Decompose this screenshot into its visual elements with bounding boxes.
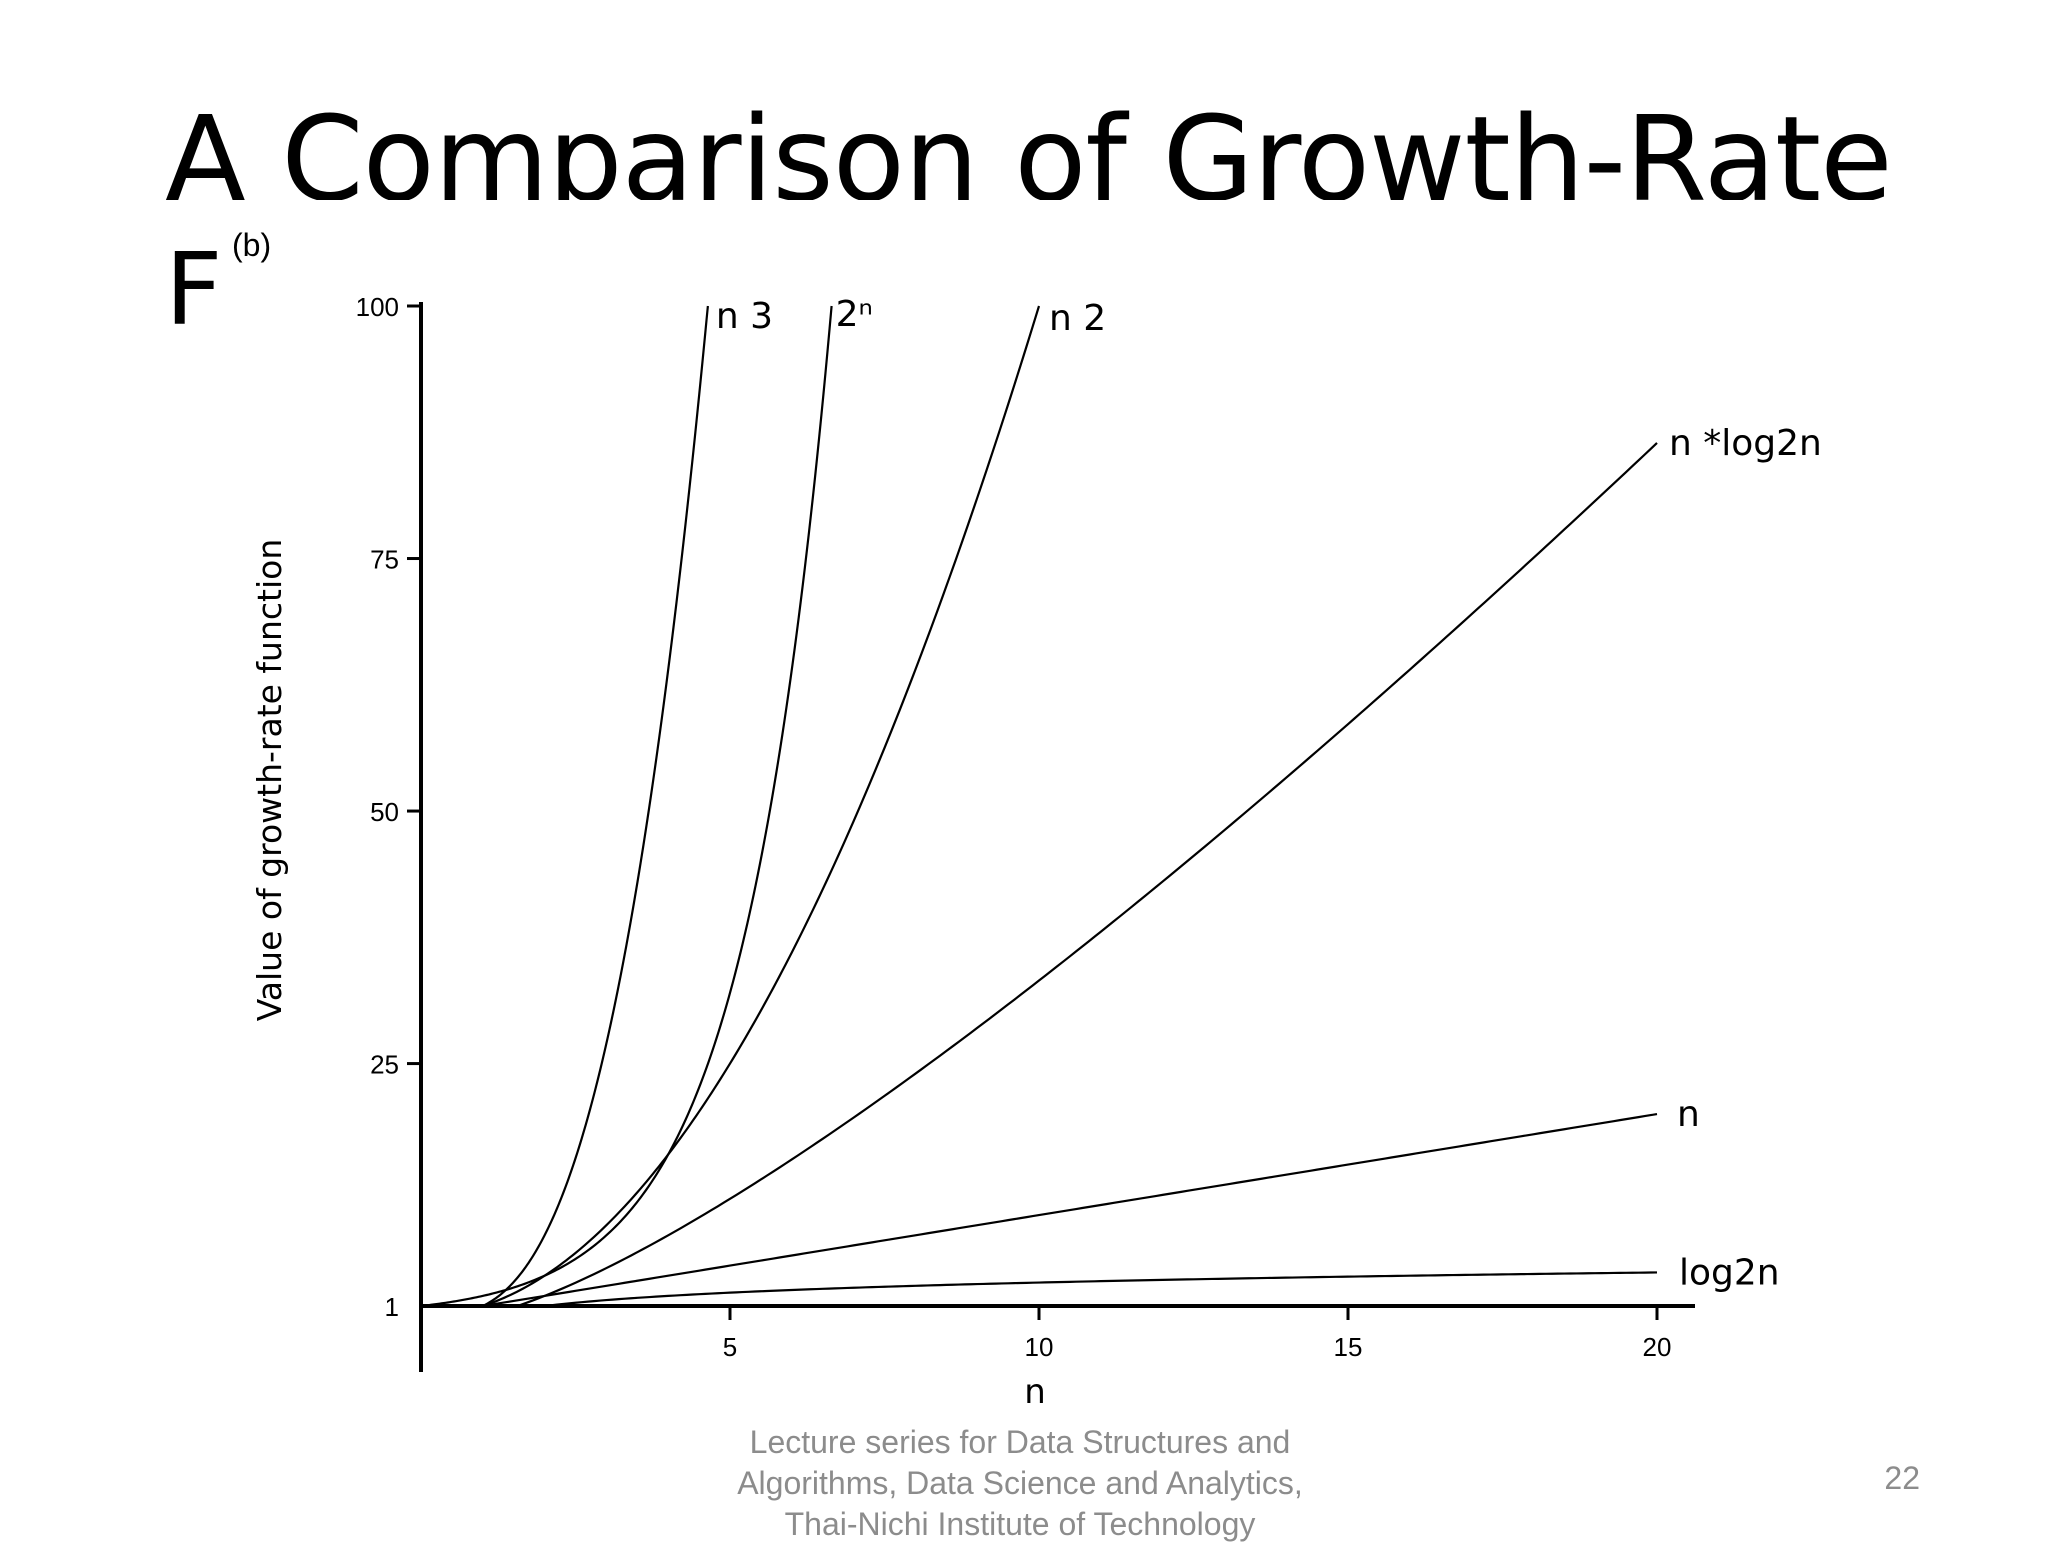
series-label: n 3: [716, 296, 773, 337]
x-tick-label: 10: [1025, 1332, 1054, 1362]
slide-title: A Comparison of Growth-Rate: [0, 0, 2048, 200]
page-number: 22: [1884, 1460, 1920, 1496]
y-tick-label: 25: [370, 1050, 399, 1080]
y-tick-label: 50: [370, 797, 399, 827]
series-line: [421, 442, 1658, 1308]
series-labels: 2ⁿ n 3 n 2 n *log2n n log2n: [716, 294, 1822, 1293]
series-label: log2n: [1679, 1252, 1780, 1293]
y-tick-label: 75: [370, 545, 399, 575]
x-axis-label: n: [1024, 1372, 1046, 1412]
slide-title-line2: F: [165, 231, 223, 348]
series-label: n: [1677, 1094, 1700, 1135]
slide-title-text: A Comparison of Growth-Rate: [165, 90, 1893, 200]
y-tick-label: 1: [385, 1292, 399, 1322]
series-label: 2ⁿ: [836, 294, 873, 335]
series-label: n *log2n: [1669, 423, 1822, 464]
x-tick-label: 5: [723, 1332, 737, 1362]
series-line: [421, 305, 1041, 1308]
y-ticks: 1 25 50 75 100: [356, 292, 421, 1322]
panel-label: (b): [232, 227, 271, 263]
series-lines: [420, 305, 1658, 1308]
x-ticks: 5 10 15 20: [723, 1306, 1672, 1362]
series-line: [421, 1271, 1658, 1308]
series-line: [421, 1112, 1658, 1308]
series-line: [421, 305, 709, 1308]
x-tick-label: 20: [1643, 1332, 1672, 1362]
slide-footer: Lecture series for Data Structures and A…: [737, 1424, 1303, 1542]
x-tick-label: 15: [1334, 1332, 1363, 1362]
series-line: [420, 305, 833, 1308]
y-tick-label: 100: [356, 292, 399, 322]
series-label: n 2: [1049, 298, 1106, 339]
y-axis-label: Value of growth-rate function: [250, 539, 289, 1021]
